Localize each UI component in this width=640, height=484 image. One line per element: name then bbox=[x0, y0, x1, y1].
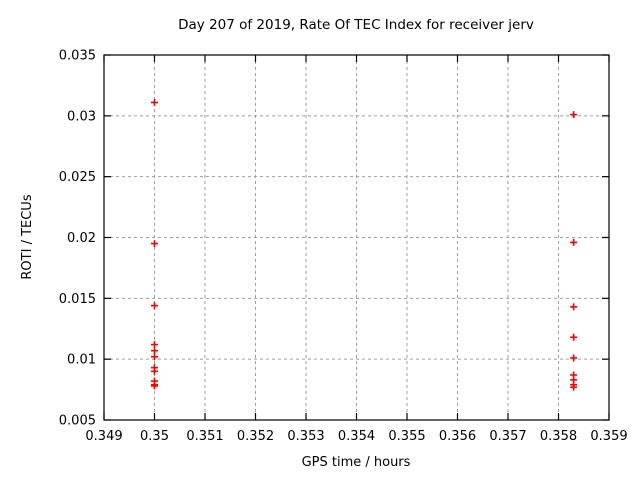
data-point-marker bbox=[570, 383, 578, 391]
data-point-marker bbox=[151, 302, 158, 310]
x-tick-label: 0.357 bbox=[489, 429, 526, 444]
x-tick-label: 0.359 bbox=[590, 429, 627, 444]
x-tick-label: 0.349 bbox=[85, 429, 122, 444]
data-point-marker bbox=[151, 367, 158, 375]
x-tick-label: 0.351 bbox=[186, 429, 223, 444]
y-tick-label: 0.03 bbox=[67, 109, 96, 124]
grid-lines bbox=[104, 55, 609, 420]
x-tick-label: 0.355 bbox=[388, 429, 425, 444]
x-axis-label: GPS time / hours bbox=[302, 455, 411, 470]
data-point-marker bbox=[151, 353, 158, 361]
data-point-marker bbox=[151, 347, 158, 355]
x-tick-label: 0.353 bbox=[287, 429, 324, 444]
axis-ticks bbox=[103, 54, 610, 421]
data-point-marker bbox=[151, 240, 158, 248]
y-tick-label: 0.01 bbox=[67, 353, 96, 368]
x-tick-label: 0.354 bbox=[338, 429, 375, 444]
data-point-marker bbox=[570, 303, 578, 311]
data-point-marker bbox=[570, 238, 578, 246]
data-point-marker bbox=[151, 98, 158, 106]
data-points bbox=[151, 98, 578, 391]
chart-title: Day 207 of 2019, Rate Of TEC Index for r… bbox=[178, 17, 534, 33]
y-tick-label: 0.02 bbox=[67, 231, 96, 246]
x-tick-label: 0.35 bbox=[140, 429, 169, 444]
y-tick-label: 0.005 bbox=[59, 414, 96, 429]
x-tick-label: 0.356 bbox=[439, 429, 476, 444]
data-point-marker bbox=[570, 333, 578, 341]
y-axis-label: ROTI / TECUs bbox=[20, 194, 35, 279]
x-tick-label: 0.358 bbox=[540, 429, 577, 444]
tick-labels: 0.349 0.35 0.351 0.352 0.353 0.354 0.355 0.356 0… bbox=[59, 49, 628, 445]
data-point-marker bbox=[570, 111, 578, 119]
data-point-marker bbox=[570, 354, 578, 362]
y-tick-label: 0.015 bbox=[59, 292, 96, 307]
data-point-marker bbox=[151, 341, 158, 349]
y-tick-label: 0.025 bbox=[59, 170, 96, 185]
x-tick-label: 0.352 bbox=[237, 429, 274, 444]
data-point-marker bbox=[151, 382, 158, 390]
y-tick-label: 0.035 bbox=[59, 49, 96, 64]
